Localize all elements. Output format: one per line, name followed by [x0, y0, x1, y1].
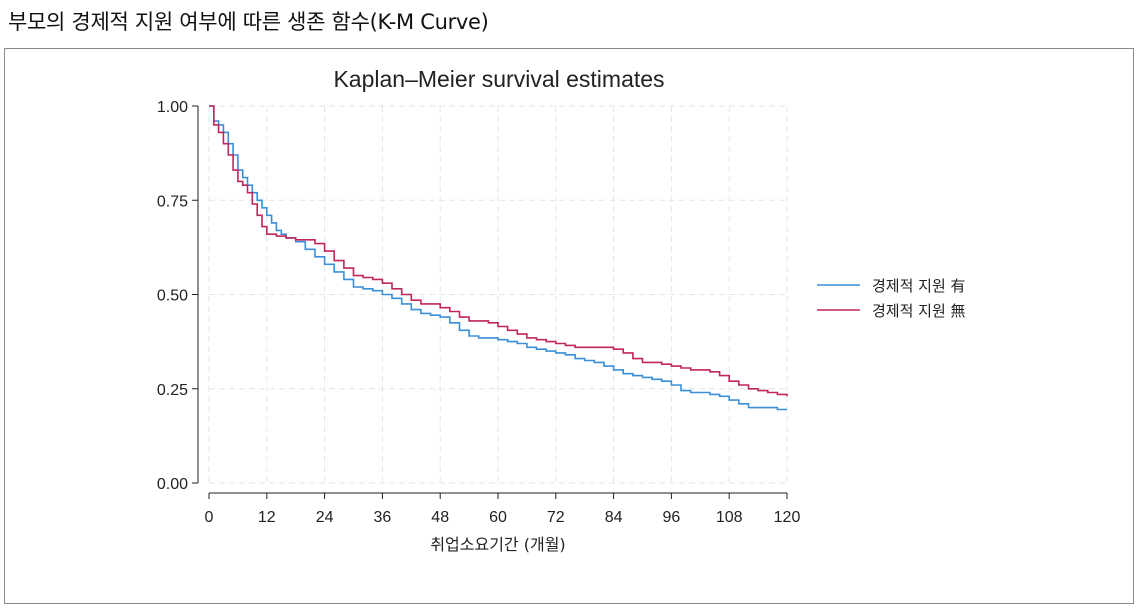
x-tick-label: 60 [489, 509, 507, 526]
y-tick-label: 0.25 [157, 382, 188, 399]
x-axis-label: 취업소요기간 (개월) [430, 535, 565, 554]
axis-layer: 0 12 24 36 48 60 72 84 96 108 120 0.00 0.25 0.50 0.75 1… [157, 99, 801, 526]
series-layer [209, 105, 788, 411]
series-line-1 [209, 105, 787, 411]
x-tick-label: 48 [431, 509, 449, 526]
y-tick-label: 1.00 [157, 99, 188, 116]
legend-layer: 경제적 지원 有 경제적 지원 無 [817, 277, 966, 320]
x-tick-label: 96 [663, 509, 681, 526]
y-tick-label: 0.50 [157, 288, 188, 305]
page-heading: 부모의 경제적 지원 여부에 따른 생존 함수(K-M Curve) [8, 10, 489, 34]
chart-title: Kaplan–Meier survival estimates [333, 66, 664, 92]
x-tick-label: 120 [774, 509, 801, 526]
legend-label-2: 경제적 지원 無 [872, 302, 966, 320]
y-tick-label: 0.00 [157, 476, 188, 493]
x-tick-label: 12 [258, 509, 276, 526]
x-tick-label: 108 [716, 509, 743, 526]
series-line-2 [209, 105, 788, 397]
chart-frame [4, 48, 1134, 604]
legend-label-1: 경제적 지원 有 [872, 277, 966, 295]
x-tick-label: 0 [205, 509, 214, 526]
x-tick-label: 84 [605, 509, 623, 526]
x-tick-label: 24 [316, 509, 334, 526]
y-tick-label: 0.75 [157, 193, 188, 210]
grid-layer [208, 105, 788, 484]
x-tick-label: 36 [374, 509, 392, 526]
x-tick-label: 72 [547, 509, 565, 526]
